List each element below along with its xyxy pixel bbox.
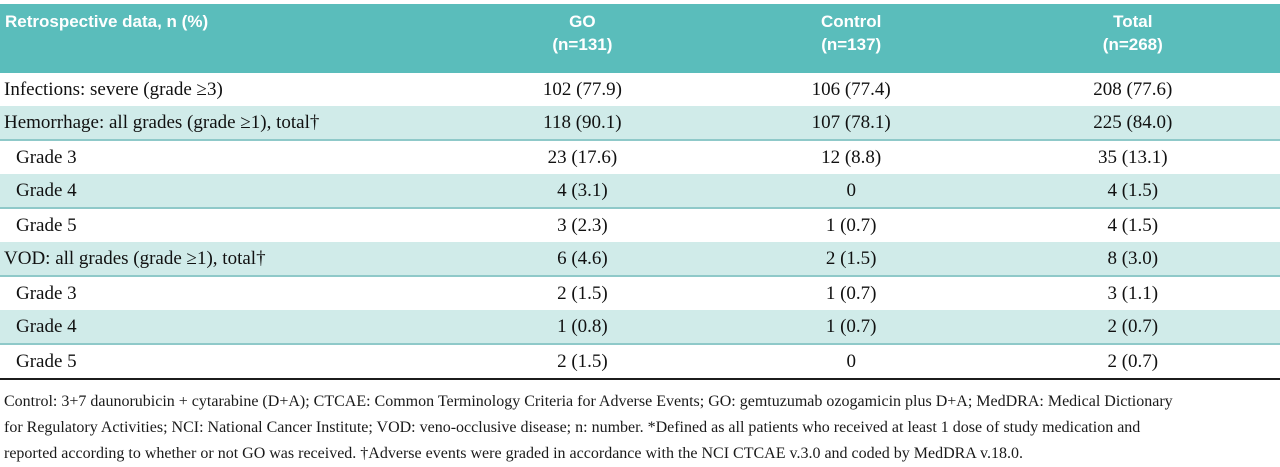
row-label: Grade 3 [16, 146, 77, 168]
table-row-hemorrhage-grade4: Grade 4 4 (3.1) 0 4 (1.5) [0, 174, 1280, 209]
row-label: Infections: severe (grade ≥3) [4, 78, 223, 100]
cell-total: 2 (0.7) [1107, 350, 1159, 372]
header-control-name: Control [820, 12, 882, 31]
cell-total: 35 (13.1) [1097, 146, 1168, 168]
cell-control: 2 (1.5) [716, 242, 986, 277]
header-cell-total: Total (n=268) [985, 4, 1280, 73]
row-label: Grade 4 [0, 310, 448, 345]
cell-control: 107 (78.1) [716, 106, 986, 141]
header-go-name: GO [569, 12, 596, 31]
table-row-vod-grade3: Grade 3 2 (1.5) 1 (0.7) 3 (1.1) [0, 276, 1280, 310]
table-row-vod-grade4: Grade 4 1 (0.8) 1 (0.7) 2 (0.7) [0, 310, 1280, 345]
footnote-line-2: for Regulatory Activities; NCI: National… [4, 419, 1141, 436]
row-label: Hemorrhage: all grades (grade ≥1), total… [0, 106, 448, 141]
cell-control: 1 (0.7) [825, 214, 877, 236]
table-footnote: Control: 3+7 daunorubicin + cytarabine (… [0, 380, 1280, 467]
cell-control: 106 (77.4) [811, 78, 891, 100]
table-row-hemorrhage-total: Hemorrhage: all grades (grade ≥1), total… [0, 106, 1280, 141]
cell-total: 225 (84.0) [985, 106, 1280, 141]
table-row-vod-total: VOD: all grades (grade ≥1), total† 6 (4.… [0, 242, 1280, 277]
cell-control: 1 (0.7) [825, 282, 877, 304]
footnote-line-1: Control: 3+7 daunorubicin + cytarabine (… [4, 393, 1173, 410]
header-cell-control: Control (n=137) [716, 4, 986, 73]
cell-go: 6 (4.6) [448, 242, 717, 277]
adverse-events-table-page: Retrospective data, n (%) GO (n=131) Con… [0, 4, 1280, 462]
header-row: Retrospective data, n (%) GO (n=131) Con… [0, 4, 1280, 73]
cell-control: 1 (0.7) [716, 310, 986, 345]
cell-go: 2 (1.5) [557, 350, 608, 372]
cell-control: 0 [716, 174, 986, 209]
table-row-hemorrhage-grade5: Grade 5 3 (2.3) 1 (0.7) 4 (1.5) [0, 208, 1280, 242]
cell-go: 23 (17.6) [547, 146, 618, 168]
row-label: Grade 5 [16, 214, 77, 236]
header-cell-go: GO (n=131) [448, 4, 717, 73]
table-body: Infections: severe (grade ≥3) 102 (77.9)… [0, 73, 1280, 379]
header-total-name: Total [1113, 12, 1153, 31]
cell-control: 0 [846, 350, 856, 372]
footnote-line-3: reported according to whether or not GO … [4, 445, 1023, 462]
header-cell-row-label: Retrospective data, n (%) [0, 4, 448, 73]
row-label: VOD: all grades (grade ≥1), total† [0, 242, 448, 277]
cell-go: 102 (77.9) [542, 78, 622, 100]
cell-total: 4 (1.5) [1107, 214, 1159, 236]
cell-go: 3 (2.3) [557, 214, 608, 236]
cell-total: 208 (77.6) [1093, 78, 1173, 100]
header-go-n: (n=131) [552, 35, 613, 54]
table-header: Retrospective data, n (%) GO (n=131) Con… [0, 4, 1280, 73]
cell-go: 1 (0.8) [448, 310, 717, 345]
header-row-label: Retrospective data, n (%) [5, 12, 209, 31]
cell-total: 8 (3.0) [985, 242, 1280, 277]
cell-total: 2 (0.7) [985, 310, 1280, 345]
cell-go: 2 (1.5) [557, 282, 608, 304]
table-row-vod-grade5: Grade 5 2 (1.5) 0 2 (0.7) [0, 344, 1280, 379]
retrospective-data-table: Retrospective data, n (%) GO (n=131) Con… [0, 4, 1280, 380]
cell-control: 12 (8.8) [821, 146, 882, 168]
cell-total: 4 (1.5) [985, 174, 1280, 209]
cell-go: 118 (90.1) [448, 106, 717, 141]
header-control-n: (n=137) [821, 35, 882, 54]
row-label: Grade 3 [16, 282, 77, 304]
table-row-hemorrhage-grade3: Grade 3 23 (17.6) 12 (8.8) 35 (13.1) [0, 140, 1280, 174]
cell-total: 3 (1.1) [1107, 282, 1159, 304]
header-total-n: (n=268) [1102, 35, 1163, 54]
row-label: Grade 4 [0, 174, 448, 209]
row-label: Grade 5 [16, 350, 77, 372]
table-row-infections-severe: Infections: severe (grade ≥3) 102 (77.9)… [0, 73, 1280, 106]
cell-go: 4 (3.1) [448, 174, 717, 209]
